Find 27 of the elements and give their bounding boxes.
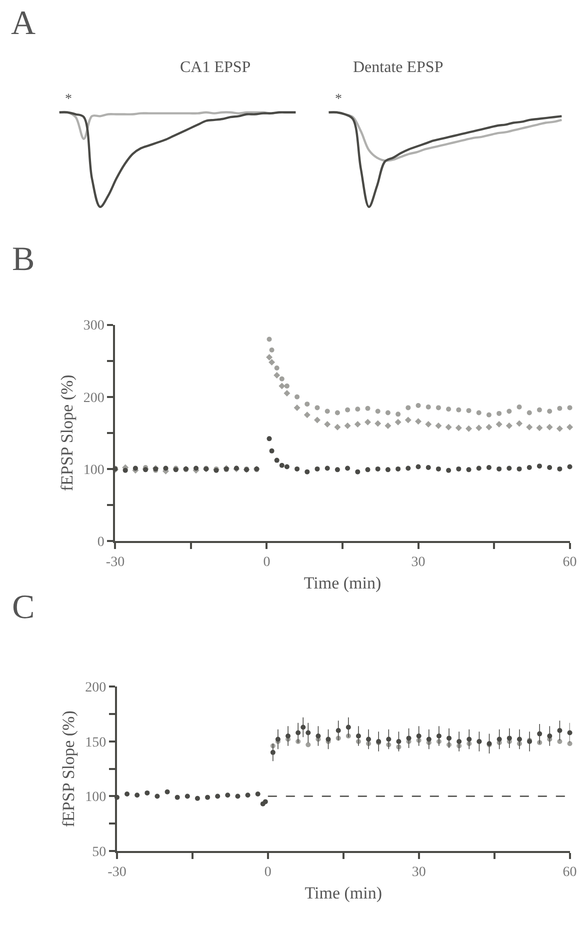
x-tick-label: -30 (108, 864, 126, 880)
x-tick-label: 60 (562, 864, 577, 880)
x-axis-title: Time (min) (304, 574, 382, 593)
x-tick-label: 60 (562, 554, 577, 570)
y-tick-label: 0 (97, 534, 104, 550)
x-tick-label: 30 (411, 554, 426, 570)
x-tick-label: -30 (106, 554, 125, 570)
text: C (12, 589, 35, 626)
y-tick-label: 200 (83, 390, 104, 406)
x-tick-label: 0 (264, 864, 272, 880)
x-axis-title: Time (min) (304, 884, 382, 903)
y-tick-label: 200 (85, 680, 106, 696)
text: A (11, 5, 36, 42)
text: * (65, 92, 72, 107)
y-axis-title: fEPSP Slope (%) (57, 374, 76, 492)
chart-title: Dentate EPSP (353, 59, 444, 76)
text: B (12, 241, 35, 278)
x-tick-label: 0 (263, 554, 270, 570)
text: * (335, 92, 342, 107)
y-axis-title: fEPSP Slope (%) (59, 710, 78, 828)
y-tick-label: 100 (83, 462, 104, 478)
y-tick-label: 300 (83, 318, 104, 334)
y-tick-label: 150 (85, 735, 106, 750)
x-tick-label: 30 (412, 864, 426, 880)
y-tick-label: 50 (92, 844, 106, 860)
chart-title: CA1 EPSP (180, 59, 251, 76)
y-tick-label: 100 (85, 790, 106, 806)
